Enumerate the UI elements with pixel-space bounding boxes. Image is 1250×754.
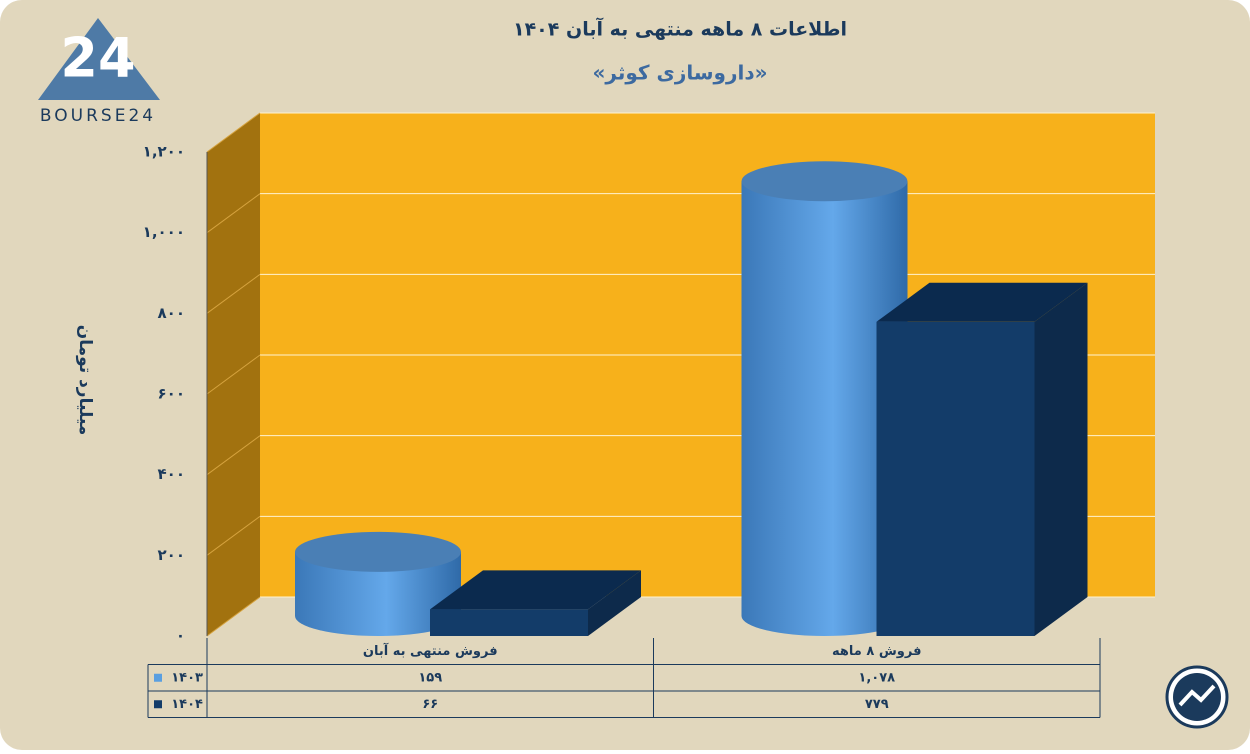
legend-label: ۱۴۰۴ (171, 697, 203, 712)
table-value: ۱۵۹ (418, 670, 442, 685)
bar-front (876, 321, 1035, 636)
grid-line (206, 596, 261, 637)
legend-swatch (154, 673, 162, 682)
logo: 24 BOURSE24 (38, 18, 160, 126)
bar (876, 282, 1088, 636)
grid-line (206, 515, 261, 556)
bar-top (741, 161, 908, 202)
category-label: فروش ۸ ماهه (832, 644, 921, 659)
svg-text:24: 24 (60, 27, 135, 90)
y-tick-label: ۰ (176, 627, 185, 645)
bar-top (295, 531, 461, 572)
y-tick-label: ۸۰۰ (158, 304, 185, 322)
grid-line (206, 112, 261, 153)
bar-side (588, 570, 641, 636)
y-tick-label: ۱,۰۰۰ (143, 223, 185, 241)
grid-line (206, 193, 261, 234)
chart-subtitle: «داروسازی کوثر» (592, 61, 767, 85)
bar (430, 570, 641, 636)
grid-line (206, 273, 261, 314)
bar-top (430, 570, 641, 610)
table-value: ۷۷۹ (865, 697, 889, 712)
logo-badge (1165, 665, 1229, 729)
y-tick-label: ۴۰۰ (158, 465, 185, 483)
category-label: فروش منتهی به آبان (363, 642, 498, 659)
logo-text: BOURSE24 (40, 106, 156, 126)
y-tick-label: ۲۰۰ (158, 546, 185, 564)
bar-top (876, 282, 1088, 322)
bar-body (741, 181, 908, 636)
y-tick-label: ۶۰۰ (158, 385, 185, 403)
grid-line (206, 435, 261, 476)
bar-body (295, 551, 461, 636)
bar-side (1034, 282, 1088, 636)
legend-swatch (154, 700, 162, 709)
chart-title: اطلاعات ۸ ماهه منتهی به آبان ۱۴۰۴ (513, 17, 847, 41)
table-value: ۶۶ (422, 697, 438, 712)
table-value: ۱,۰۷۸ (858, 670, 895, 685)
legend-label: ۱۴۰۳ (171, 670, 203, 685)
y-axis-label: میلیارد تومان (75, 325, 95, 436)
grid-line (206, 354, 261, 395)
bar-front (430, 609, 588, 636)
y-tick-label: ۱,۲۰۰ (143, 143, 185, 161)
bar (741, 161, 908, 636)
bar (295, 531, 461, 636)
